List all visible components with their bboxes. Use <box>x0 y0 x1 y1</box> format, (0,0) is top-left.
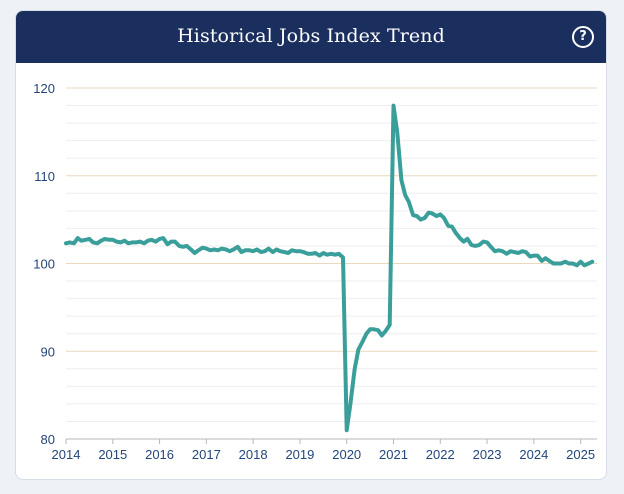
x-tick-label: 2024 <box>519 447 548 462</box>
question-circle-icon[interactable]: ? <box>572 26 594 48</box>
x-tick-label: 2025 <box>566 447 595 462</box>
x-tick-label: 2019 <box>285 447 314 462</box>
x-tick-label: 2023 <box>473 447 502 462</box>
y-tick-label: 120 <box>33 81 55 96</box>
x-tick-label: 2017 <box>192 447 221 462</box>
x-tick-label: 2016 <box>145 447 174 462</box>
y-tick-label: 100 <box>33 257 55 272</box>
chart-title: Historical Jobs Index Trend <box>177 25 445 47</box>
x-tick-label: 2022 <box>426 447 455 462</box>
x-tick-label: 2018 <box>239 447 268 462</box>
y-tick-label: 110 <box>34 169 55 184</box>
y-tick-label: 80 <box>41 432 55 447</box>
y-tick-label: 90 <box>41 344 55 359</box>
x-tick-label: 2014 <box>52 447 81 462</box>
card-header: Historical Jobs Index Trend ? <box>16 11 606 63</box>
x-tick-label: 2021 <box>379 447 408 462</box>
x-tick-label: 2015 <box>98 447 127 462</box>
x-tick-label: 2020 <box>332 447 361 462</box>
series-line <box>64 103 595 433</box>
